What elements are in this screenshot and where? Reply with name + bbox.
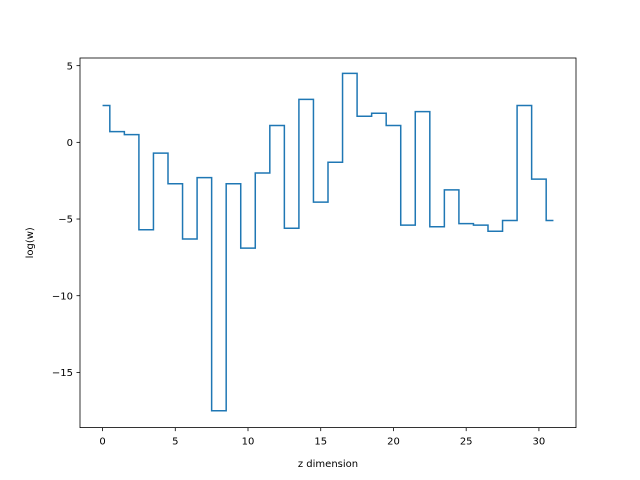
y-axis-ticks: 5 0 −5 −10 −15 [52, 61, 80, 379]
x-tick-label: 15 [314, 437, 327, 448]
x-tick-label: 20 [387, 437, 400, 448]
y-tick-label: 5 [67, 61, 73, 72]
y-axis-label: log(w) [25, 227, 36, 258]
x-tick-label: 10 [242, 437, 255, 448]
x-tick-label: 25 [460, 437, 473, 448]
axes-frame [79, 57, 577, 429]
x-tick-label: 0 [99, 437, 105, 448]
y-tick-label: 0 [67, 138, 73, 149]
axes-background [80, 58, 576, 428]
series-step-line [102, 72, 554, 412]
x-tick-label: 30 [533, 437, 546, 448]
y-tick-label: −5 [58, 215, 73, 226]
x-axis-label: z dimension [298, 459, 358, 470]
x-tick-label: 5 [172, 437, 178, 448]
x-axis-ticks: 0 5 10 15 20 25 30 [99, 427, 546, 448]
y-tick-label: −10 [52, 291, 73, 302]
y-tick-label: −15 [52, 368, 73, 379]
plot-area [80, 58, 576, 428]
